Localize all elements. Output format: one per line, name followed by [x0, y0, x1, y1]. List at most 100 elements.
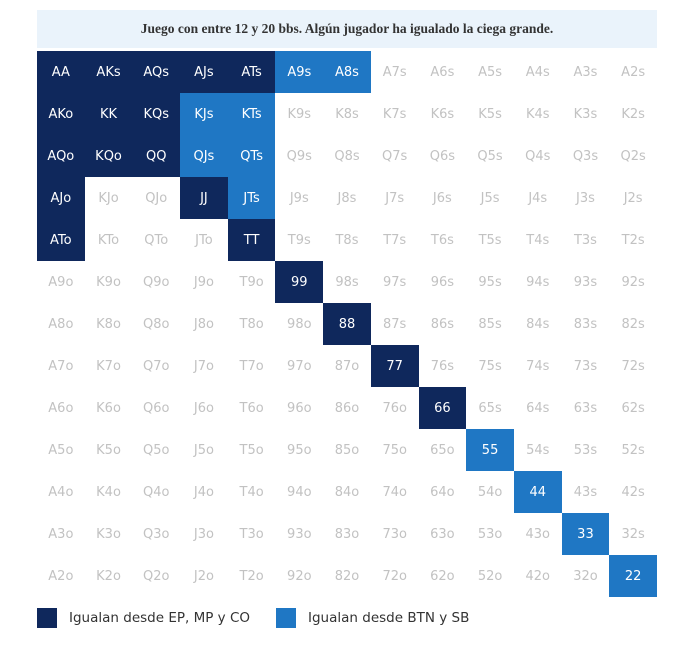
hand-cell-Q2o: Q2o: [132, 555, 181, 597]
hand-cell-64s: 64s: [513, 387, 562, 429]
hand-cell-K4s: K4s: [513, 93, 562, 135]
hand-cell-Q4o: Q4o: [132, 471, 181, 513]
hand-cell-63s: 63s: [561, 387, 610, 429]
hand-cell-97o: 97o: [275, 345, 324, 387]
hand-cell-A6o: A6o: [37, 387, 85, 429]
hand-cell-87s: 87s: [370, 303, 419, 345]
legend: Igualan desde EP, MP y CO Igualan desde …: [37, 607, 495, 629]
hand-cell-AQs: AQs: [132, 51, 181, 93]
hand-cell-K8s: K8s: [323, 93, 371, 135]
hand-cell-96s: 96s: [418, 261, 467, 303]
hand-cell-Q7o: Q7o: [132, 345, 181, 387]
hand-cell-92s: 92s: [609, 261, 657, 303]
hand-cell-98s: 98s: [323, 261, 371, 303]
hand-cell-33: 33: [561, 513, 610, 555]
hand-cell-K7s: K7s: [370, 93, 419, 135]
hand-range-grid: AA AKs AQs AJs ATs A9s A8s A7s A6s A5s A4s A3s A2s AK…: [37, 51, 657, 597]
hand-cell-74o: 74o: [370, 471, 419, 513]
hand-cell-53o: 53o: [466, 513, 514, 555]
hand-cell-86s: 86s: [418, 303, 467, 345]
hand-cell-K8o: K8o: [84, 303, 133, 345]
hand-cell-62s: 62s: [609, 387, 657, 429]
hand-cell-73s: 73s: [561, 345, 610, 387]
hand-cell-J8s: J8s: [323, 177, 371, 219]
hand-cell-QQ: QQ: [132, 135, 181, 177]
hand-cell-AKo: AKo: [37, 93, 85, 135]
hand-cell-KQo: KQo: [84, 135, 133, 177]
hand-cell-Q7s: Q7s: [370, 135, 419, 177]
legend-item-light: Igualan desde BTN y SB: [276, 608, 469, 628]
hand-cell-J7o: J7o: [180, 345, 228, 387]
hand-cell-J2o: J2o: [180, 555, 228, 597]
hand-cell-96o: 96o: [275, 387, 324, 429]
hand-cell-86o: 86o: [323, 387, 371, 429]
hand-cell-T6s: T6s: [418, 219, 467, 261]
legend-label-light: Igualan desde BTN y SB: [308, 610, 470, 626]
hand-cell-A3o: A3o: [37, 513, 85, 555]
hand-cell-72s: 72s: [609, 345, 657, 387]
hand-cell-84o: 84o: [323, 471, 371, 513]
hand-cell-63o: 63o: [418, 513, 467, 555]
hand-cell-J3o: J3o: [180, 513, 228, 555]
hand-cell-A7o: A7o: [37, 345, 85, 387]
hand-cell-65s: 65s: [466, 387, 514, 429]
hand-cell-K5o: K5o: [84, 429, 133, 471]
hand-cell-75o: 75o: [370, 429, 419, 471]
hand-cell-J5o: J5o: [180, 429, 228, 471]
hand-cell-A5o: A5o: [37, 429, 85, 471]
hand-cell-99: 99: [275, 261, 324, 303]
hand-cell-J6o: J6o: [180, 387, 228, 429]
hand-cell-Q9s: Q9s: [275, 135, 324, 177]
hand-cell-87o: 87o: [323, 345, 371, 387]
hand-cell-65o: 65o: [418, 429, 467, 471]
hand-cell-T2o: T2o: [227, 555, 276, 597]
hand-cell-A4o: A4o: [37, 471, 85, 513]
hand-cell-A9o: A9o: [37, 261, 85, 303]
hand-cell-AA: AA: [37, 51, 85, 93]
hand-cell-Q2s: Q2s: [609, 135, 657, 177]
hand-cell-T7o: T7o: [227, 345, 276, 387]
hand-cell-53s: 53s: [561, 429, 610, 471]
hand-cell-T5s: T5s: [466, 219, 514, 261]
hand-cell-KQs: KQs: [132, 93, 181, 135]
hand-cell-T4o: T4o: [227, 471, 276, 513]
hand-cell-Q6s: Q6s: [418, 135, 467, 177]
hand-cell-93s: 93s: [561, 261, 610, 303]
hand-cell-72o: 72o: [370, 555, 419, 597]
hand-cell-64o: 64o: [418, 471, 467, 513]
hand-cell-73o: 73o: [370, 513, 419, 555]
hand-cell-QTo: QTo: [132, 219, 181, 261]
hand-cell-92o: 92o: [275, 555, 324, 597]
hand-cell-82o: 82o: [323, 555, 371, 597]
hand-cell-T7s: T7s: [370, 219, 419, 261]
hand-cell-42s: 42s: [609, 471, 657, 513]
hand-cell-66: 66: [418, 387, 467, 429]
hand-cell-AKs: AKs: [84, 51, 133, 93]
hand-cell-J3s: J3s: [561, 177, 610, 219]
hand-cell-Q8s: Q8s: [323, 135, 371, 177]
hand-cell-93o: 93o: [275, 513, 324, 555]
hand-cell-85o: 85o: [323, 429, 371, 471]
hand-cell-76o: 76o: [370, 387, 419, 429]
hand-cell-43o: 43o: [513, 513, 562, 555]
hand-cell-T3o: T3o: [227, 513, 276, 555]
hand-cell-Q8o: Q8o: [132, 303, 181, 345]
hand-cell-KJs: KJs: [180, 93, 228, 135]
hand-cell-84s: 84s: [513, 303, 562, 345]
hand-cell-Q3o: Q3o: [132, 513, 181, 555]
hand-cell-62o: 62o: [418, 555, 467, 597]
hand-cell-KTo: KTo: [84, 219, 133, 261]
hand-cell-T6o: T6o: [227, 387, 276, 429]
hand-cell-88: 88: [323, 303, 371, 345]
hand-cell-J6s: J6s: [418, 177, 467, 219]
chart-title: Juego con entre 12 y 20 bbs. Algún jugad…: [37, 10, 657, 48]
hand-cell-T8o: T8o: [227, 303, 276, 345]
hand-cell-KTs: KTs: [227, 93, 276, 135]
hand-cell-KK: KK: [84, 93, 133, 135]
hand-cell-J8o: J8o: [180, 303, 228, 345]
hand-cell-T9s: T9s: [275, 219, 324, 261]
hand-cell-K2s: K2s: [609, 93, 657, 135]
hand-cell-52s: 52s: [609, 429, 657, 471]
hand-cell-J4s: J4s: [513, 177, 562, 219]
hand-cell-42o: 42o: [513, 555, 562, 597]
